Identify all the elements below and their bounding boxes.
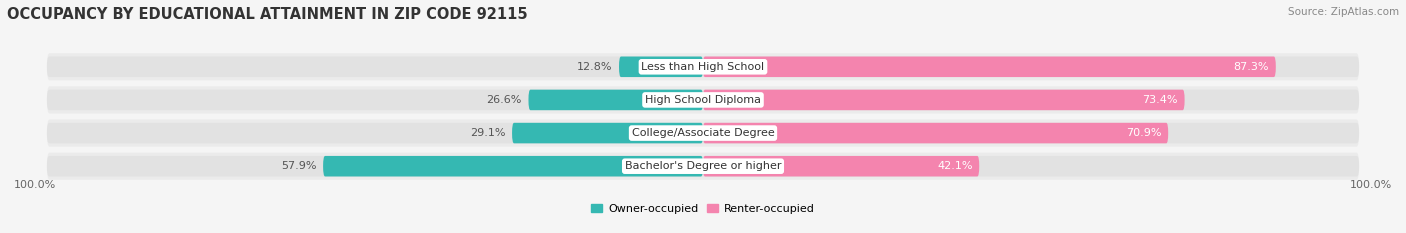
FancyBboxPatch shape [46, 120, 1360, 147]
FancyBboxPatch shape [46, 90, 1360, 110]
Text: College/Associate Degree: College/Associate Degree [631, 128, 775, 138]
Text: 87.3%: 87.3% [1233, 62, 1270, 72]
FancyBboxPatch shape [46, 86, 1360, 113]
Text: 57.9%: 57.9% [281, 161, 316, 171]
FancyBboxPatch shape [703, 90, 1185, 110]
FancyBboxPatch shape [323, 156, 703, 176]
Text: 26.6%: 26.6% [486, 95, 522, 105]
FancyBboxPatch shape [703, 57, 1275, 77]
FancyBboxPatch shape [46, 156, 1360, 176]
Text: OCCUPANCY BY EDUCATIONAL ATTAINMENT IN ZIP CODE 92115: OCCUPANCY BY EDUCATIONAL ATTAINMENT IN Z… [7, 7, 527, 22]
FancyBboxPatch shape [619, 57, 703, 77]
Text: Source: ZipAtlas.com: Source: ZipAtlas.com [1288, 7, 1399, 17]
Text: 42.1%: 42.1% [938, 161, 973, 171]
Text: Less than High School: Less than High School [641, 62, 765, 72]
FancyBboxPatch shape [703, 156, 979, 176]
Text: 73.4%: 73.4% [1143, 95, 1178, 105]
Text: High School Diploma: High School Diploma [645, 95, 761, 105]
FancyBboxPatch shape [46, 57, 1360, 77]
Text: 12.8%: 12.8% [576, 62, 613, 72]
Text: 100.0%: 100.0% [14, 180, 56, 190]
FancyBboxPatch shape [512, 123, 703, 143]
FancyBboxPatch shape [46, 53, 1360, 80]
FancyBboxPatch shape [529, 90, 703, 110]
FancyBboxPatch shape [703, 123, 1168, 143]
Legend: Owner-occupied, Renter-occupied: Owner-occupied, Renter-occupied [586, 199, 820, 218]
Text: 29.1%: 29.1% [470, 128, 506, 138]
Text: 100.0%: 100.0% [1350, 180, 1392, 190]
FancyBboxPatch shape [46, 123, 1360, 143]
Text: Bachelor's Degree or higher: Bachelor's Degree or higher [624, 161, 782, 171]
Text: 70.9%: 70.9% [1126, 128, 1161, 138]
FancyBboxPatch shape [46, 153, 1360, 180]
